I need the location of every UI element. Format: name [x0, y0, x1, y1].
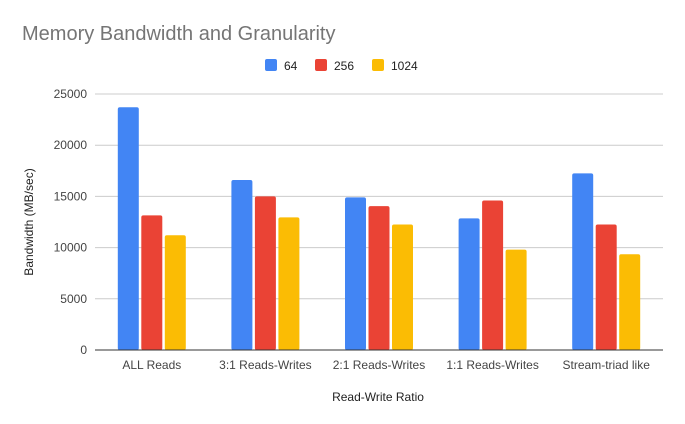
y-tick-label: 15000: [54, 189, 88, 203]
bar-64-0: [117, 107, 139, 350]
bars: [117, 107, 641, 350]
x-tick-label: Stream-triad like: [563, 358, 651, 372]
x-tick-label: ALL Reads: [122, 358, 181, 372]
y-tick-label: 5000: [60, 292, 87, 306]
y-tick-label: 20000: [54, 138, 88, 152]
y-tick-label: 25000: [54, 87, 88, 101]
bar-256-1: [254, 196, 276, 350]
x-tick-label: 2:1 Reads-Writes: [333, 358, 425, 372]
bar-64-4: [572, 173, 594, 350]
y-tick-label: 10000: [54, 241, 88, 255]
bar-256-2: [368, 206, 390, 350]
legend-label: 1024: [391, 59, 418, 73]
legend-label: 256: [334, 59, 354, 73]
x-axis-label: Read-Write Ratio: [332, 390, 424, 404]
bar-1024-1: [278, 217, 300, 350]
bar-1024-3: [505, 249, 527, 350]
x-axis-ticks: ALL Reads 3:1 Reads-Writes 2:1 Reads-Write…: [122, 358, 650, 372]
legend-swatch-256: [315, 59, 327, 71]
y-tick-label: 0: [80, 343, 87, 357]
bar-1024-0: [164, 235, 186, 350]
x-tick-label: 3:1 Reads-Writes: [219, 358, 311, 372]
legend-swatch-64: [265, 59, 277, 71]
x-tick-label: 1:1 Reads-Writes: [446, 358, 538, 372]
chart-title: Memory Bandwidth and Granularity: [22, 23, 335, 45]
y-axis-ticks: 0 5000 10000 15000 20000 25000: [54, 87, 88, 357]
gridlines: [95, 93, 663, 300]
y-axis-label: Bandwidth (MB/sec): [22, 168, 36, 275]
bar-64-3: [458, 218, 480, 350]
legend-swatch-1024: [372, 59, 384, 71]
bar-256-4: [595, 224, 617, 350]
bar-256-3: [482, 200, 504, 350]
bar-1024-2: [392, 224, 413, 350]
bar-64-1: [231, 180, 253, 350]
bar-256-0: [141, 215, 163, 350]
bar-1024-4: [619, 254, 641, 350]
bar-64-2: [345, 197, 366, 350]
legend-label: 64: [284, 59, 298, 73]
legend: 64 256 1024: [265, 59, 418, 73]
